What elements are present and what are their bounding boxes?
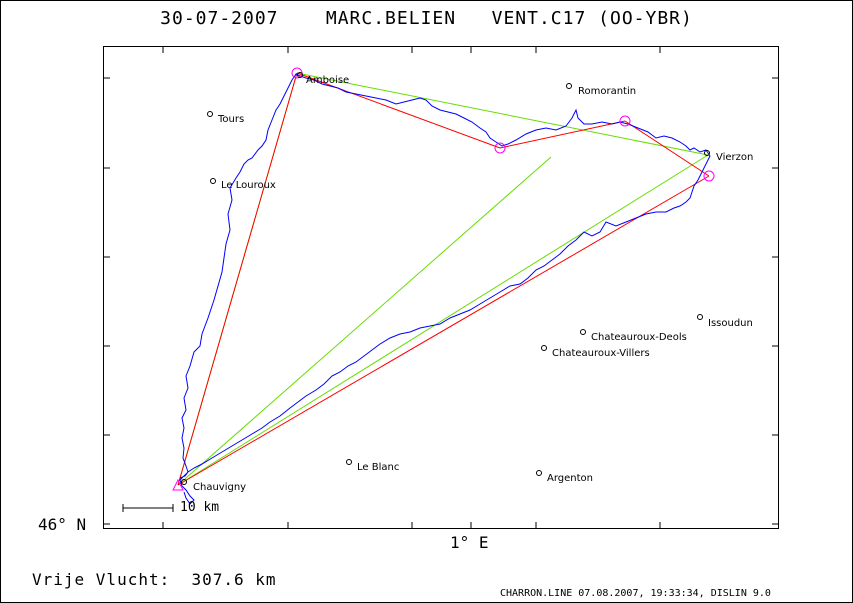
town-label: Le Louroux bbox=[221, 180, 276, 191]
turnpoints bbox=[172, 67, 715, 491]
town-markers bbox=[181, 72, 710, 485]
footer-info: CHARRON.LINE 07.08.2007, 19:33:34, DISLI… bbox=[500, 588, 771, 599]
longitude-label: 1° E bbox=[450, 533, 489, 552]
start-marker bbox=[172, 478, 184, 491]
pilot-name: MARC.BELIEN bbox=[325, 8, 457, 29]
town-label: Chateauroux-Deols bbox=[591, 332, 687, 343]
axis-ticks bbox=[103, 46, 779, 529]
town-label: Amboise bbox=[306, 75, 349, 86]
town-label: Issoudun bbox=[708, 318, 753, 329]
town-label: Chateauroux-Villers bbox=[552, 348, 650, 359]
glider-name: VENT.C17 (OO-YBR) bbox=[491, 8, 693, 29]
flight-distance: Vrije Vlucht: 307.6 km bbox=[32, 570, 277, 589]
turnpoint-marker bbox=[703, 170, 715, 182]
latitude-label: 46° N bbox=[38, 515, 87, 534]
flight-track bbox=[179, 73, 711, 505]
task-lines-red bbox=[177, 72, 710, 486]
map-title: 30-07-2007 MARC.BELIEN VENT.C17 (OO-YBR) bbox=[0, 8, 853, 29]
turnpoint-marker bbox=[619, 115, 631, 127]
town-label: Romorantin bbox=[578, 86, 636, 97]
turnpoint-marker bbox=[494, 142, 506, 154]
town-labels: Amboise Tours Le Louroux Romorantin Vier… bbox=[193, 75, 753, 493]
task-lines-green bbox=[177, 72, 709, 486]
town-label: Argenton bbox=[547, 473, 593, 484]
town-label: Le Blanc bbox=[357, 462, 399, 473]
town-label: Chauvigny bbox=[193, 482, 246, 493]
scale-bar-label: 10 km bbox=[180, 500, 220, 515]
town-label: Tours bbox=[217, 114, 244, 125]
town-label: Vierzon bbox=[716, 152, 753, 163]
scale-bar bbox=[122, 504, 174, 512]
plot-frame bbox=[103, 46, 779, 529]
flight-date: 30-07-2007 bbox=[160, 8, 279, 29]
